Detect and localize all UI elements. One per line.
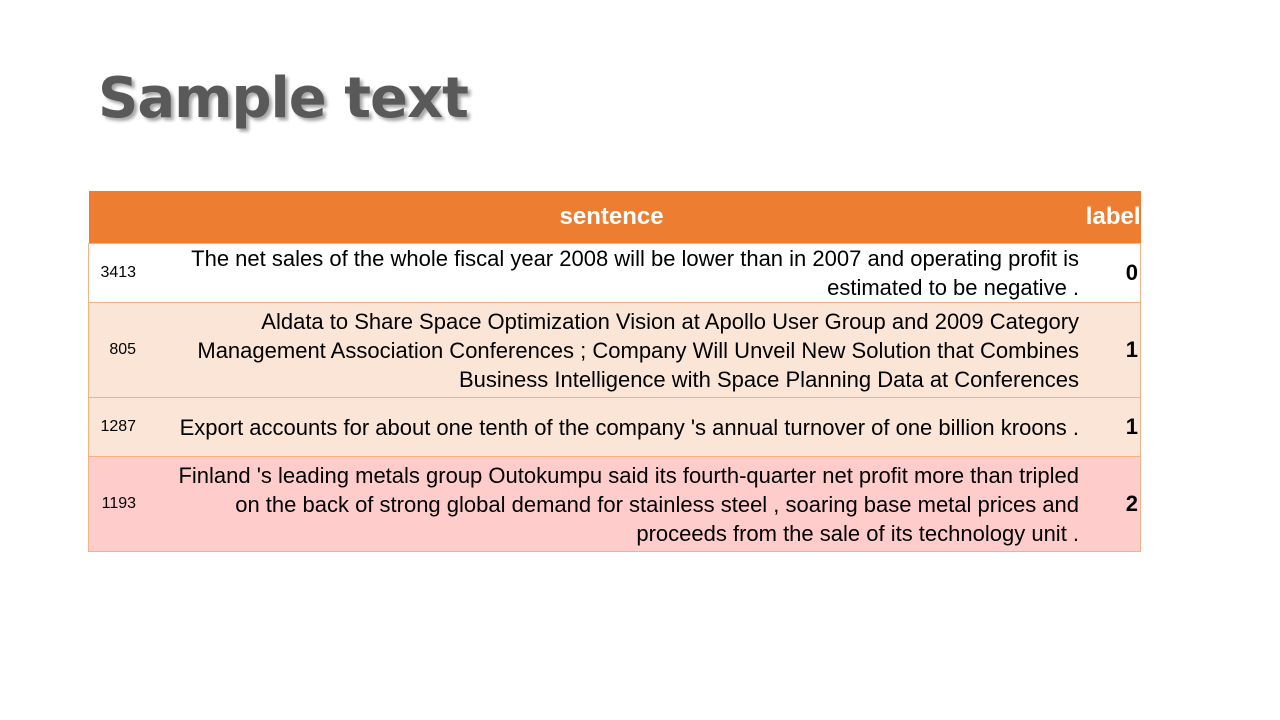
row-index: 1287 [88,397,145,457]
row-label: 2 [1079,456,1142,552]
row-sentence: The net sales of the whole fiscal year 2… [144,243,1080,303]
sentence-text: The net sales of the whole fiscal year 2… [191,246,1080,300]
table-row: 3413 The net sales of the whole fiscal y… [88,243,1142,303]
table-row: 805 Aldata to Share Space Optimization V… [88,302,1142,398]
sentence-text: Export accounts for about one tenth of t… [179,414,1080,440]
column-header-sentence: sentence [144,191,1080,244]
row-label: 0 [1079,243,1142,303]
data-table: sentence label 3413 The net sales of the… [88,191,1142,552]
row-sentence: Finland 's leading metals group Outokump… [144,456,1080,552]
table-header-row: sentence label [88,191,1141,244]
sentence-text: Finland 's leading metals group Outokump… [178,462,1080,546]
row-label: 1 [1079,302,1142,398]
row-index: 3413 [88,243,145,303]
table-row: 1193 Finland 's leading metals group Out… [88,456,1142,552]
column-header-index [88,191,145,244]
sentence-text: Aldata to Share Space Optimization Visio… [197,308,1080,392]
row-index: 805 [88,302,145,398]
slide-title: Sample text [98,66,469,131]
row-index: 1193 [88,456,145,552]
row-sentence: Aldata to Share Space Optimization Visio… [144,302,1080,398]
row-sentence: Export accounts for about one tenth of t… [144,397,1080,457]
column-header-label: label [1079,191,1141,244]
row-label: 1 [1079,397,1142,457]
table-row: 1287 Export accounts for about one tenth… [88,397,1142,457]
